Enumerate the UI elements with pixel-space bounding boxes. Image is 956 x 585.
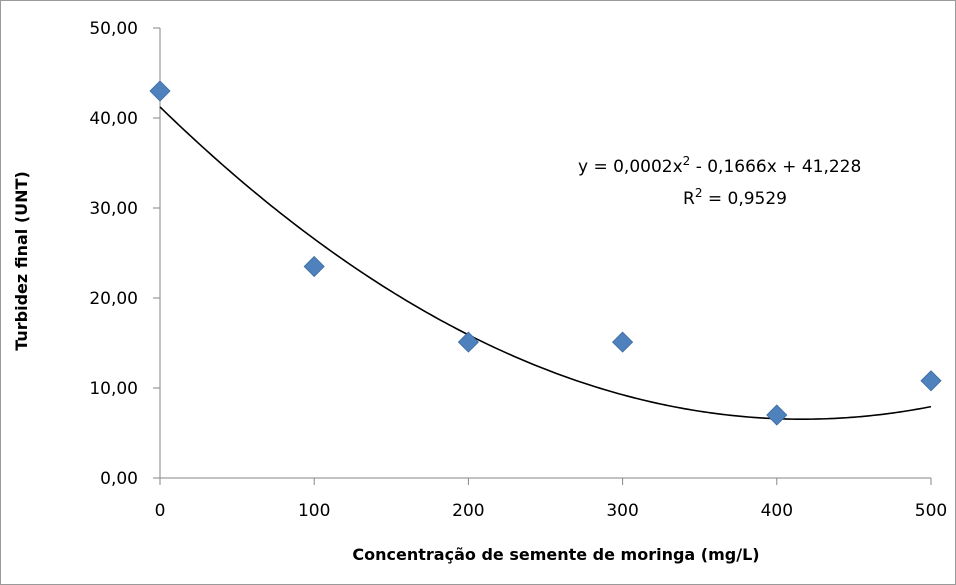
data-point: [303, 255, 325, 278]
x-tick-label: 100: [298, 501, 330, 521]
equation-suffix: - 0,1666x + 41,228: [690, 157, 861, 177]
y-tick-label: 20,00: [89, 289, 138, 309]
data-point: [920, 370, 942, 392]
x-tick-label: 300: [606, 501, 638, 521]
x-ticks: 0 100 200 300 400 500: [155, 478, 947, 521]
data-point: [766, 404, 788, 426]
data-point: [457, 331, 479, 353]
x-tick-label: 400: [761, 501, 793, 521]
y-tick-label: 30,00: [89, 199, 138, 219]
y-tick-label: 10,00: [89, 379, 138, 399]
equation-prefix: y = 0,0002x: [578, 157, 683, 177]
x-tick-label: 200: [452, 501, 484, 521]
y-tick-label: 0,00: [100, 469, 138, 489]
equation-sup: 2: [683, 154, 691, 168]
r2-text: R2 = 0,9529: [683, 186, 787, 209]
y-tick-label: 40,00: [89, 109, 138, 129]
x-tick-label: 500: [915, 501, 947, 521]
r2-sup: 2: [695, 186, 703, 200]
y-axis-title: Turbidez final (UNT): [12, 171, 31, 351]
data-points: [149, 80, 942, 426]
x-tick-label: 0: [155, 501, 166, 521]
r2-prefix: R: [683, 189, 695, 209]
data-point: [612, 331, 634, 353]
x-axis-title: Concentração de semente de moringa (mg/L…: [352, 545, 759, 564]
y-tick-label: 50,00: [89, 19, 138, 39]
y-ticks: 0,00 10,00 20,00 30,00 40,00 50,00: [89, 19, 160, 489]
data-point: [149, 80, 171, 102]
r2-suffix: = 0,9529: [702, 189, 787, 209]
trendline: [159, 106, 932, 421]
equation-text: y = 0,0002x2 - 0,1666x + 41,228: [578, 154, 861, 177]
